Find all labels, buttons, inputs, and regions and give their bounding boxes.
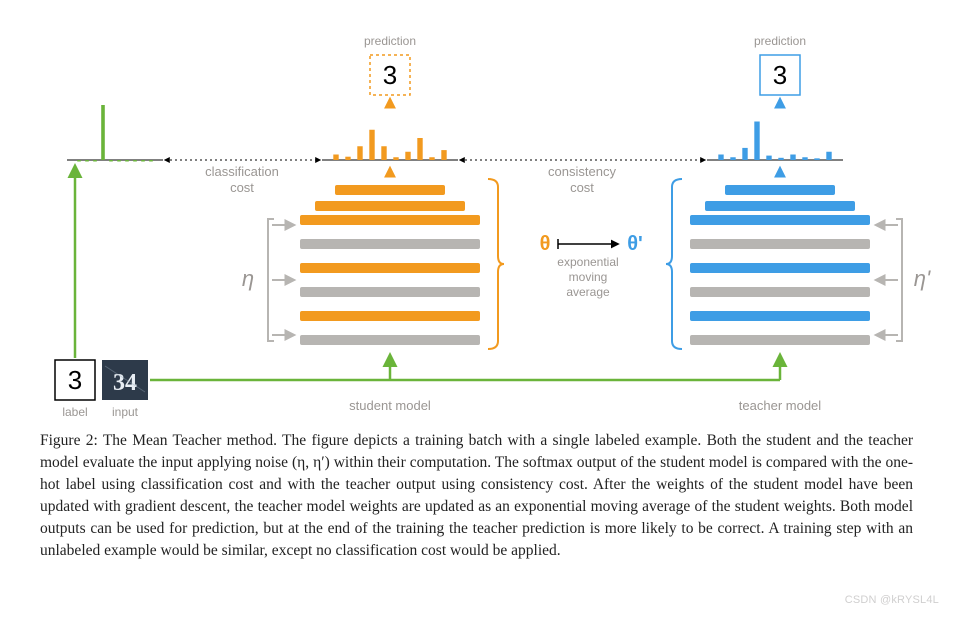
- svg-text:label: label: [62, 405, 87, 419]
- theta-label: θ: [540, 233, 551, 255]
- diagram-svg: classificationcostconsistencycostηη'θθ'e…: [0, 0, 953, 420]
- input-image: 34: [102, 360, 148, 400]
- eta-prime-label: η': [914, 266, 931, 291]
- svg-text:moving: moving: [569, 270, 608, 284]
- theta-prime-label: θ': [627, 233, 643, 255]
- teacher-distribution: [707, 122, 843, 161]
- watermark: CSDN @kRYSL4L: [845, 594, 939, 606]
- svg-text:student model: student model: [349, 398, 431, 413]
- svg-text:3: 3: [68, 365, 82, 395]
- svg-text:3: 3: [383, 60, 397, 90]
- svg-text:teacher model: teacher model: [739, 398, 821, 413]
- teacher-noise-arrows: [876, 219, 902, 341]
- svg-text:average: average: [566, 285, 610, 299]
- svg-text:prediction: prediction: [364, 34, 416, 48]
- teacher-model: [690, 185, 870, 345]
- svg-text:prediction: prediction: [754, 34, 806, 48]
- teacher-brace: [666, 179, 682, 349]
- student-prediction-box: 3 prediction: [364, 34, 416, 95]
- teacher-prediction-box: 3 prediction: [754, 34, 806, 95]
- svg-text:exponential: exponential: [557, 255, 618, 269]
- svg-text:3: 3: [773, 60, 787, 90]
- student-noise-arrows: [268, 219, 294, 341]
- label-distribution: [67, 105, 163, 162]
- student-brace: [488, 179, 504, 349]
- eta-label: η: [242, 266, 254, 291]
- student-model: [300, 185, 480, 345]
- svg-text:cost: cost: [230, 180, 254, 195]
- figure-page: { "colors": { "green": "#6ab43a", "orang…: [0, 0, 953, 628]
- student-distribution: [322, 130, 458, 160]
- svg-text:input: input: [112, 405, 139, 419]
- svg-text:cost: cost: [570, 180, 594, 195]
- svg-text:classification: classification: [205, 164, 279, 179]
- svg-text:consistency: consistency: [548, 164, 616, 179]
- figure-caption: Figure 2: The Mean Teacher method. The f…: [40, 430, 913, 562]
